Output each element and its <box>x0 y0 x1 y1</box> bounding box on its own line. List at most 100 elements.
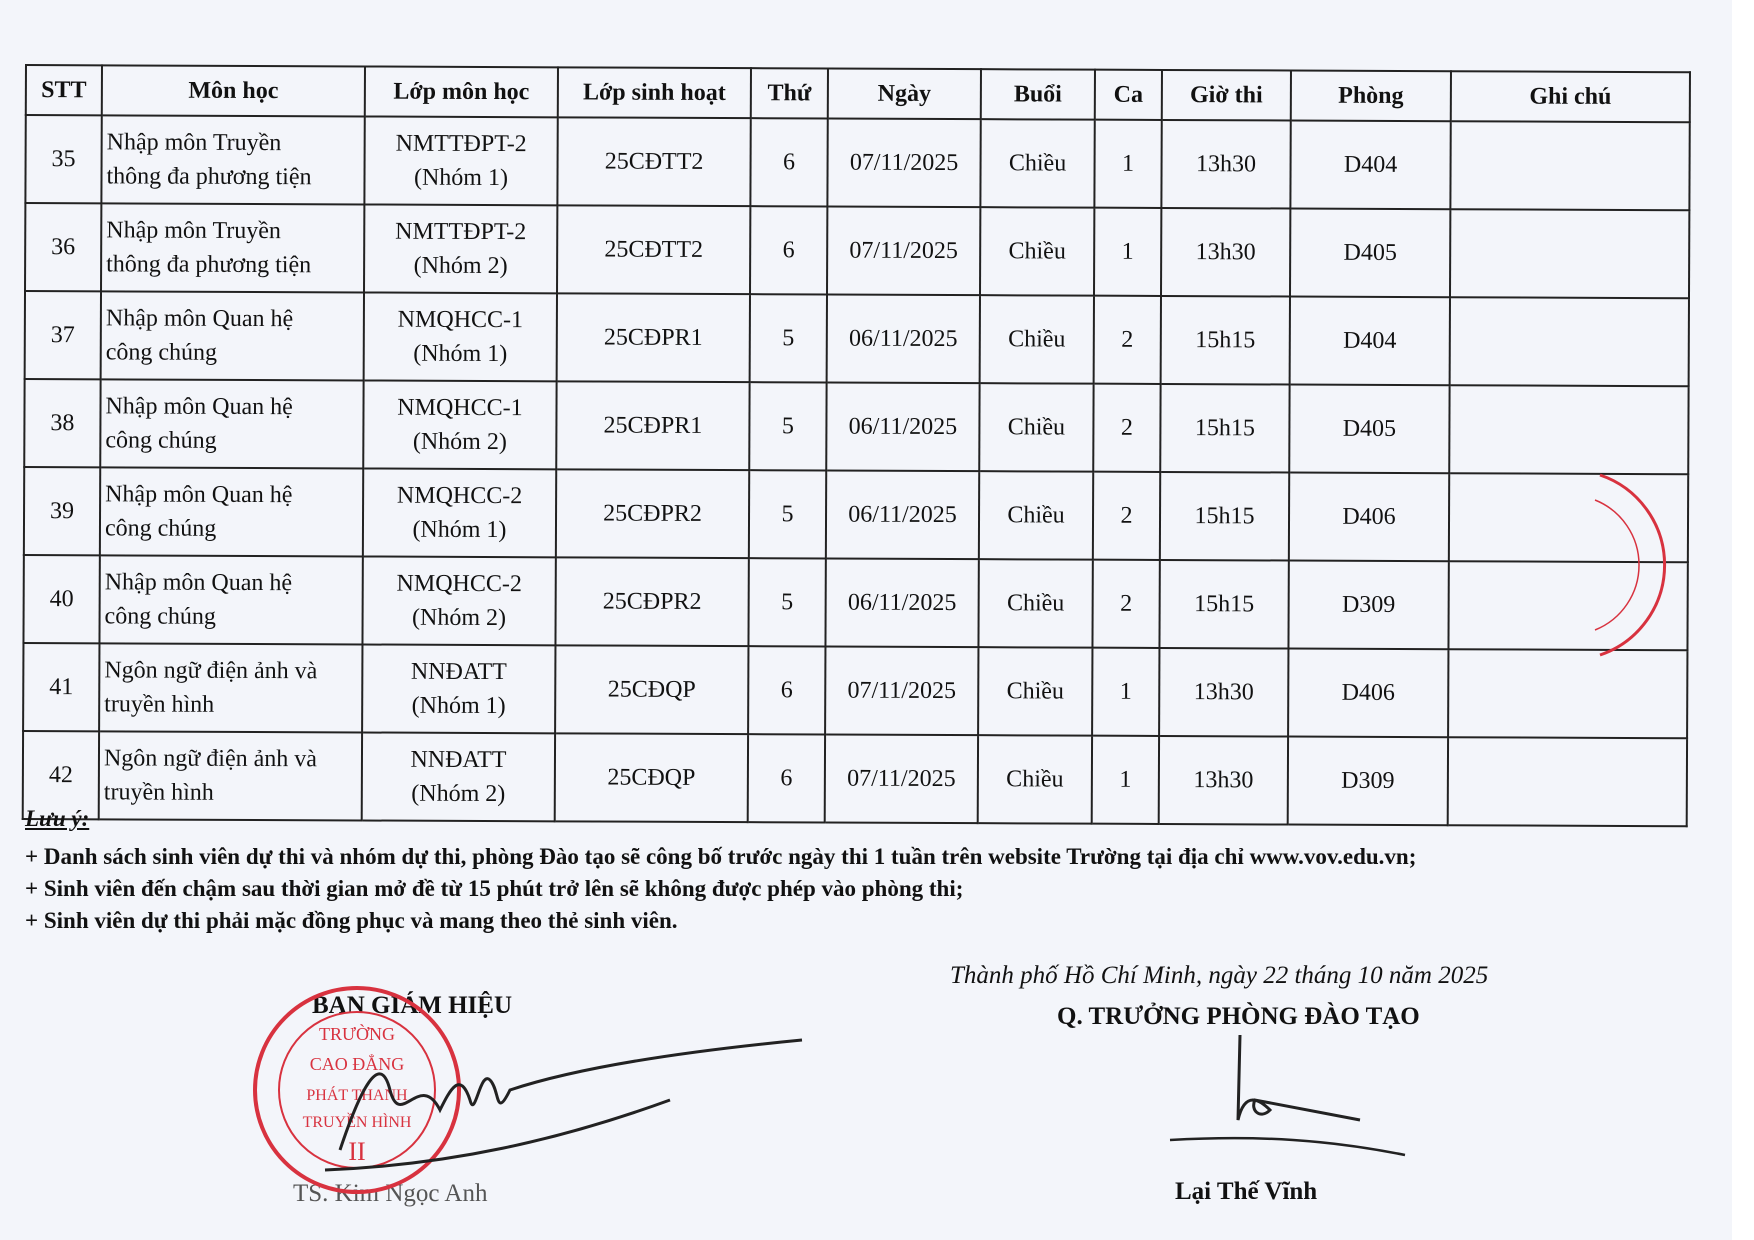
course-class-line: NNĐATT <box>410 658 507 686</box>
table-row: 37 Nhập môn Quan hệ công chúng NMQHCC-1 (Nhó… <box>24 291 1689 387</box>
subject-line: thông đa phương tiện <box>106 251 312 279</box>
table-row: 38 Nhập môn Quan hệ công chúng NMQHCC-1 (Nhó… <box>24 379 1689 475</box>
partial-seal-stamp <box>1594 473 1667 657</box>
cell-room: D406 <box>1288 472 1450 562</box>
cell-time: 15h15 <box>1159 471 1290 561</box>
column-header: Giờ thi <box>1161 69 1291 121</box>
cell-day: 5 <box>748 470 827 559</box>
course-class-line: NMQHCC-2 <box>396 570 522 598</box>
course-class-line: NMQHCC-2 <box>396 482 523 510</box>
cell-date: 06/11/2025 <box>825 558 979 648</box>
cell-home-class: 25CĐPR2 <box>555 469 750 559</box>
cell-session: Chiều <box>978 559 1093 648</box>
cell-home-class: 25CĐPR1 <box>556 381 750 471</box>
svg-text:TRƯỜNG: TRƯỜNG <box>319 1023 395 1044</box>
cell-subject: Nhập môn Quan hệ công chúng <box>99 555 363 645</box>
cell-subject: Ngôn ngữ điện ảnh và truyền hình <box>99 643 363 733</box>
right-signer-name: Lại Thế Vĩnh <box>1175 1178 1318 1205</box>
cell-subject: Nhập môn Truyền thông đa phương tiện <box>101 115 365 205</box>
cell-day: 5 <box>748 558 826 647</box>
cell-time: 13h30 <box>1160 207 1291 297</box>
course-class-line: (Nhóm 1) <box>413 164 509 192</box>
subject-line: Nhập môn Quan hệ <box>105 481 293 509</box>
note-line: + Danh sách sinh viên dự thi và nhóm dự … <box>25 844 1417 869</box>
cell-course-class: NMQHCC-1 (Nhóm 1) <box>363 292 558 382</box>
course-class-line: NMQHCC-1 <box>397 306 524 334</box>
cell-subject: Nhập môn Quan hệ công chúng <box>99 467 364 557</box>
cell-date: 06/11/2025 <box>826 294 981 384</box>
cell-course-class: NMQHCC-1 (Nhóm 2) <box>363 380 557 470</box>
right-signer-title: Q. TRƯỞNG PHÒNG ĐÀO TẠO <box>1057 1003 1420 1030</box>
cell-course-class: NNĐATT (Nhóm 1) <box>362 644 556 734</box>
cell-note <box>1449 385 1689 475</box>
course-class-line: (Nhóm 1) <box>413 340 508 368</box>
cell-time: 13h30 <box>1161 119 1291 209</box>
cell-room: D405 <box>1289 384 1450 474</box>
cell-stt: 41 <box>23 642 100 732</box>
cell-shift: 1 <box>1092 647 1160 736</box>
course-class-line: NMQHCC-1 <box>397 394 523 422</box>
column-header: Ngày <box>827 68 981 120</box>
course-class-line: NMTTĐPT-2 <box>395 218 527 246</box>
cell-room: D309 <box>1288 560 1449 650</box>
cell-day: 6 <box>748 646 826 735</box>
cell-session: Chiều <box>979 383 1094 472</box>
subject-line: truyền hình <box>104 691 215 718</box>
svg-text:CAO ĐẲNG: CAO ĐẲNG <box>310 1053 405 1074</box>
column-header: Lớp môn học <box>364 66 558 118</box>
column-header: Lớp sinh hoạt <box>557 67 751 119</box>
cell-shift: 2 <box>1092 471 1161 560</box>
subject-line: công chúng <box>104 515 217 542</box>
column-header: Môn học <box>101 65 365 117</box>
cell-session: Chiều <box>978 647 1093 736</box>
cell-course-class: NMQHCC-2 (Nhóm 1) <box>362 468 557 558</box>
notes-section: Lưu ý: + Danh sách sinh viên dự thi và n… <box>25 806 1416 940</box>
subject-line: Nhập môn Quan hệ <box>105 305 294 333</box>
cell-subject: Nhập môn Quan hệ công chúng <box>100 291 365 381</box>
cell-day: 6 <box>750 206 828 295</box>
column-header: Phòng <box>1290 70 1451 122</box>
table-header-row: STT Môn học Lớp môn học Lớp sinh hoạt Thứ Ngà… <box>25 65 1690 123</box>
table-row: 39 Nhập môn Quan hệ công chúng NMQHCC-2 (Nhó… <box>23 467 1689 563</box>
table-row: 35 Nhập môn Truyền thông đa phương tiện NMT… <box>25 115 1690 211</box>
course-class-line: NNĐATT <box>410 746 507 774</box>
cell-session: Chiều <box>978 471 1094 560</box>
subject-line: Ngôn ngữ điện ảnh và <box>104 657 318 685</box>
subject-line: Nhập môn Truyền <box>106 217 282 245</box>
cell-session: Chiều <box>979 295 1094 384</box>
cell-note <box>1447 737 1688 827</box>
subject-line: Ngôn ngữ điện ảnh và <box>103 745 317 773</box>
notes-title: Lưu ý: <box>25 806 90 831</box>
cell-shift: 2 <box>1092 559 1160 648</box>
course-class-line: NMTTĐPT-2 <box>395 130 527 158</box>
exam-schedule-table: STT Môn học Lớp môn học Lớp sinh hoạt Thứ Ngà… <box>22 64 1691 827</box>
svg-text:PHÁT THANH: PHÁT THANH <box>306 1085 408 1104</box>
cell-home-class: 25CĐPR2 <box>555 557 749 647</box>
cell-room: D406 <box>1288 648 1449 738</box>
cell-session: Chiều <box>980 119 1095 208</box>
cell-time: 13h30 <box>1159 647 1289 737</box>
subject-line: Nhập môn Truyền <box>106 129 282 157</box>
cell-date: 06/11/2025 <box>826 382 980 472</box>
course-class-line: (Nhóm 2) <box>412 604 507 632</box>
scan-edge <box>1732 0 1754 1240</box>
table-row: 36 Nhập môn Truyền thông đa phương tiện NMT… <box>25 203 1690 299</box>
column-header: Ghi chú <box>1450 71 1690 123</box>
cell-note <box>1449 297 1689 387</box>
cell-course-class: NMTTĐPT-2 (Nhóm 1) <box>364 116 558 206</box>
cell-note <box>1449 209 1690 299</box>
right-signature <box>1169 1034 1406 1157</box>
cell-home-class: 25CĐPR1 <box>556 293 751 383</box>
cell-shift: 1 <box>1093 207 1162 296</box>
cell-subject: Nhập môn Quan hệ công chúng <box>100 379 364 469</box>
cell-shift: 1 <box>1094 119 1162 208</box>
cell-shift: 2 <box>1093 295 1161 384</box>
cell-date: 07/11/2025 <box>827 118 981 208</box>
cell-note <box>1448 649 1688 739</box>
cell-stt: 37 <box>24 291 102 380</box>
column-header: Ca <box>1094 69 1162 120</box>
cell-room: D405 <box>1289 208 1451 298</box>
cell-time: 15h15 <box>1160 383 1290 473</box>
cell-time: 15h15 <box>1159 559 1289 649</box>
cell-date: 07/11/2025 <box>825 646 979 736</box>
